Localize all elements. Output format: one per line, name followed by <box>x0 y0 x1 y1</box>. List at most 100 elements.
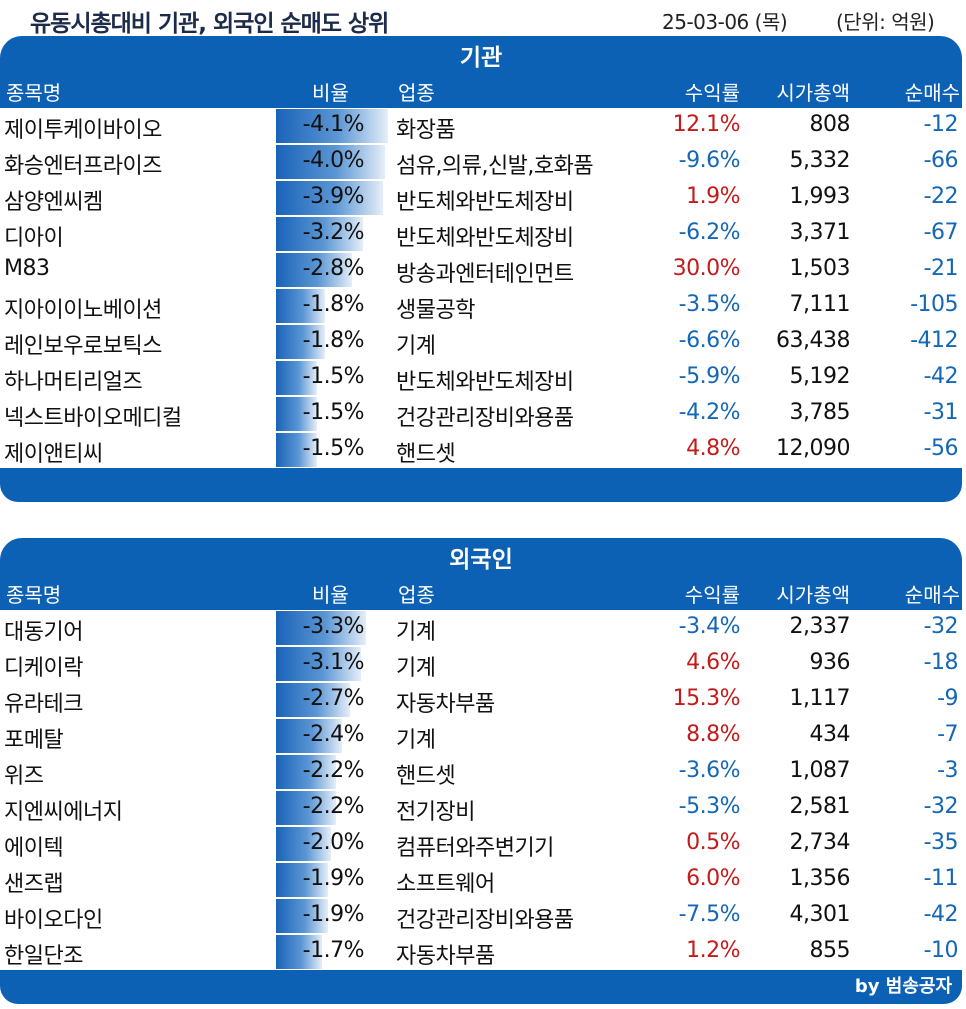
industry: 기계 <box>396 620 436 645</box>
col-industry: 업종 <box>398 81 435 105</box>
section-title-bar: 외국인 <box>0 538 962 574</box>
market-cap: 1,503 <box>789 256 851 281</box>
table-row: 넥스트바이오메디컬 -1.5% 건강관리장비와용품 -4.2% 3,785 -31 <box>0 396 962 432</box>
table-row: 디케이락 -3.1% 기계 4.6% 936 -18 <box>0 646 962 682</box>
return-value: 1.9% <box>686 184 740 209</box>
ratio-bar <box>276 719 342 753</box>
stock-name: 넥스트바이오메디컬 <box>4 406 182 431</box>
return-value: -7.5% <box>678 902 741 927</box>
market-cap: 1,117 <box>789 686 851 711</box>
market-cap: 63,438 <box>776 328 850 353</box>
market-cap: 1,356 <box>789 866 851 891</box>
table-row: 한일단조 -1.7% 자동차부품 1.2% 855 -10 <box>0 934 962 970</box>
ratio-bar <box>276 433 317 467</box>
column-header: 종목명 비율 업종 수익률 시가총액 순매수 <box>0 72 962 108</box>
ratio-bar <box>276 863 328 897</box>
stock-name: 제이앤티씨 <box>4 442 103 467</box>
net-sell: -18 <box>923 650 959 675</box>
ratio-value: -3.9% <box>302 184 365 209</box>
ratio-value: -1.8% <box>302 328 365 353</box>
ratio-bar <box>276 361 317 395</box>
industry: 생물공학 <box>396 298 475 323</box>
market-cap: 5,332 <box>789 148 851 173</box>
ratio-value: -3.3% <box>302 614 365 639</box>
ratio-bar <box>276 253 352 287</box>
section-title: 기관 <box>459 45 503 71</box>
col-name: 종목명 <box>6 583 62 607</box>
col-industry: 업종 <box>398 583 435 607</box>
ratio-bar <box>276 397 317 431</box>
col-return: 수익률 <box>684 81 740 105</box>
table-row: 삼양엔씨켐 -3.9% 반도체와반도체장비 1.9% 1,993 -22 <box>0 180 962 216</box>
market-cap: 3,785 <box>789 400 851 425</box>
return-value: -6.2% <box>678 220 741 245</box>
net-sell: -67 <box>923 220 959 245</box>
table-row: 샌즈랩 -1.9% 소프트웨어 6.0% 1,356 -11 <box>0 862 962 898</box>
industry: 자동차부품 <box>396 944 495 969</box>
stock-name: 대동기어 <box>4 620 83 645</box>
ratio-value: -1.9% <box>302 902 365 927</box>
net-sell: -21 <box>923 256 959 281</box>
industry: 건강관리장비와용품 <box>396 908 574 933</box>
table-row: 지엔씨에너지 -2.2% 전기장비 -5.3% 2,581 -32 <box>0 790 962 826</box>
return-value: -3.4% <box>678 614 741 639</box>
stock-name: 레인보우로보틱스 <box>4 334 162 359</box>
return-value: 1.2% <box>686 938 740 963</box>
market-cap: 1,993 <box>789 184 851 209</box>
table-row: 제이투케이바이오 -4.1% 화장품 12.1% 808 -12 <box>0 108 962 144</box>
market-cap: 808 <box>809 112 851 137</box>
market-cap: 3,371 <box>789 220 851 245</box>
ratio-value: -3.2% <box>302 220 365 245</box>
return-value: -4.2% <box>678 400 741 425</box>
ratio-value: -1.8% <box>302 292 365 317</box>
ratio-value: -1.5% <box>302 400 365 425</box>
stock-name: 샌즈랩 <box>4 872 64 897</box>
stock-name: 제이투케이바이오 <box>4 118 162 143</box>
market-cap: 5,192 <box>789 364 851 389</box>
industry: 기계 <box>396 334 436 359</box>
net-sell: -9 <box>937 686 958 711</box>
table-row: 바이오다인 -1.9% 건강관리장비와용품 -7.5% 4,301 -42 <box>0 898 962 934</box>
stock-name: 디아이 <box>4 226 64 251</box>
ratio-bar <box>276 791 336 825</box>
stock-name: 디케이락 <box>4 656 83 681</box>
industry: 반도체와반도체장비 <box>396 226 574 251</box>
table-row: 제이앤티씨 -1.5% 핸드셋 4.8% 12,090 -56 <box>0 432 962 468</box>
section-title-bar: 기관 <box>0 36 962 72</box>
col-return: 수익률 <box>684 583 740 607</box>
industry: 컴퓨터와주변기기 <box>396 836 554 861</box>
stock-name: 바이오다인 <box>4 908 103 933</box>
return-value: 15.3% <box>672 686 741 711</box>
industry: 전기장비 <box>396 800 475 825</box>
net-sell: -105 <box>910 292 958 317</box>
table-row: 디아이 -3.2% 반도체와반도체장비 -6.2% 3,371 -67 <box>0 216 962 252</box>
return-value: -3.5% <box>678 292 741 317</box>
page-title: 유동시총대비 기관, 외국인 순매도 상위 <box>30 11 389 37</box>
net-sell: -32 <box>923 614 959 639</box>
net-sell: -42 <box>923 364 959 389</box>
ratio-value: -2.0% <box>302 830 365 855</box>
industry: 반도체와반도체장비 <box>396 370 574 395</box>
unit-label: (단위: 억원) <box>836 10 935 34</box>
market-cap: 855 <box>809 938 851 963</box>
industry: 기계 <box>396 656 436 681</box>
ratio-value: -2.8% <box>302 256 365 281</box>
return-value: -9.6% <box>678 148 741 173</box>
return-value: 0.5% <box>686 830 740 855</box>
market-cap: 2,581 <box>789 794 851 819</box>
industry: 핸드셋 <box>396 442 456 467</box>
ratio-bar <box>276 647 361 681</box>
ratio-bar <box>276 217 363 251</box>
ratio-value: -2.4% <box>302 722 365 747</box>
return-value: -5.3% <box>678 794 741 819</box>
ratio-value: -1.5% <box>302 436 365 461</box>
credit-label: by 범송공자 <box>854 976 952 997</box>
col-market-cap: 시가총액 <box>776 81 850 105</box>
ratio-bar <box>276 611 366 645</box>
industry: 방송과엔터테인먼트 <box>396 262 574 287</box>
ratio-bar <box>276 325 325 359</box>
market-cap: 2,337 <box>789 614 851 639</box>
return-value: -3.6% <box>678 758 741 783</box>
col-net-sell: 순매수 <box>904 81 960 105</box>
net-sell: -32 <box>923 794 959 819</box>
